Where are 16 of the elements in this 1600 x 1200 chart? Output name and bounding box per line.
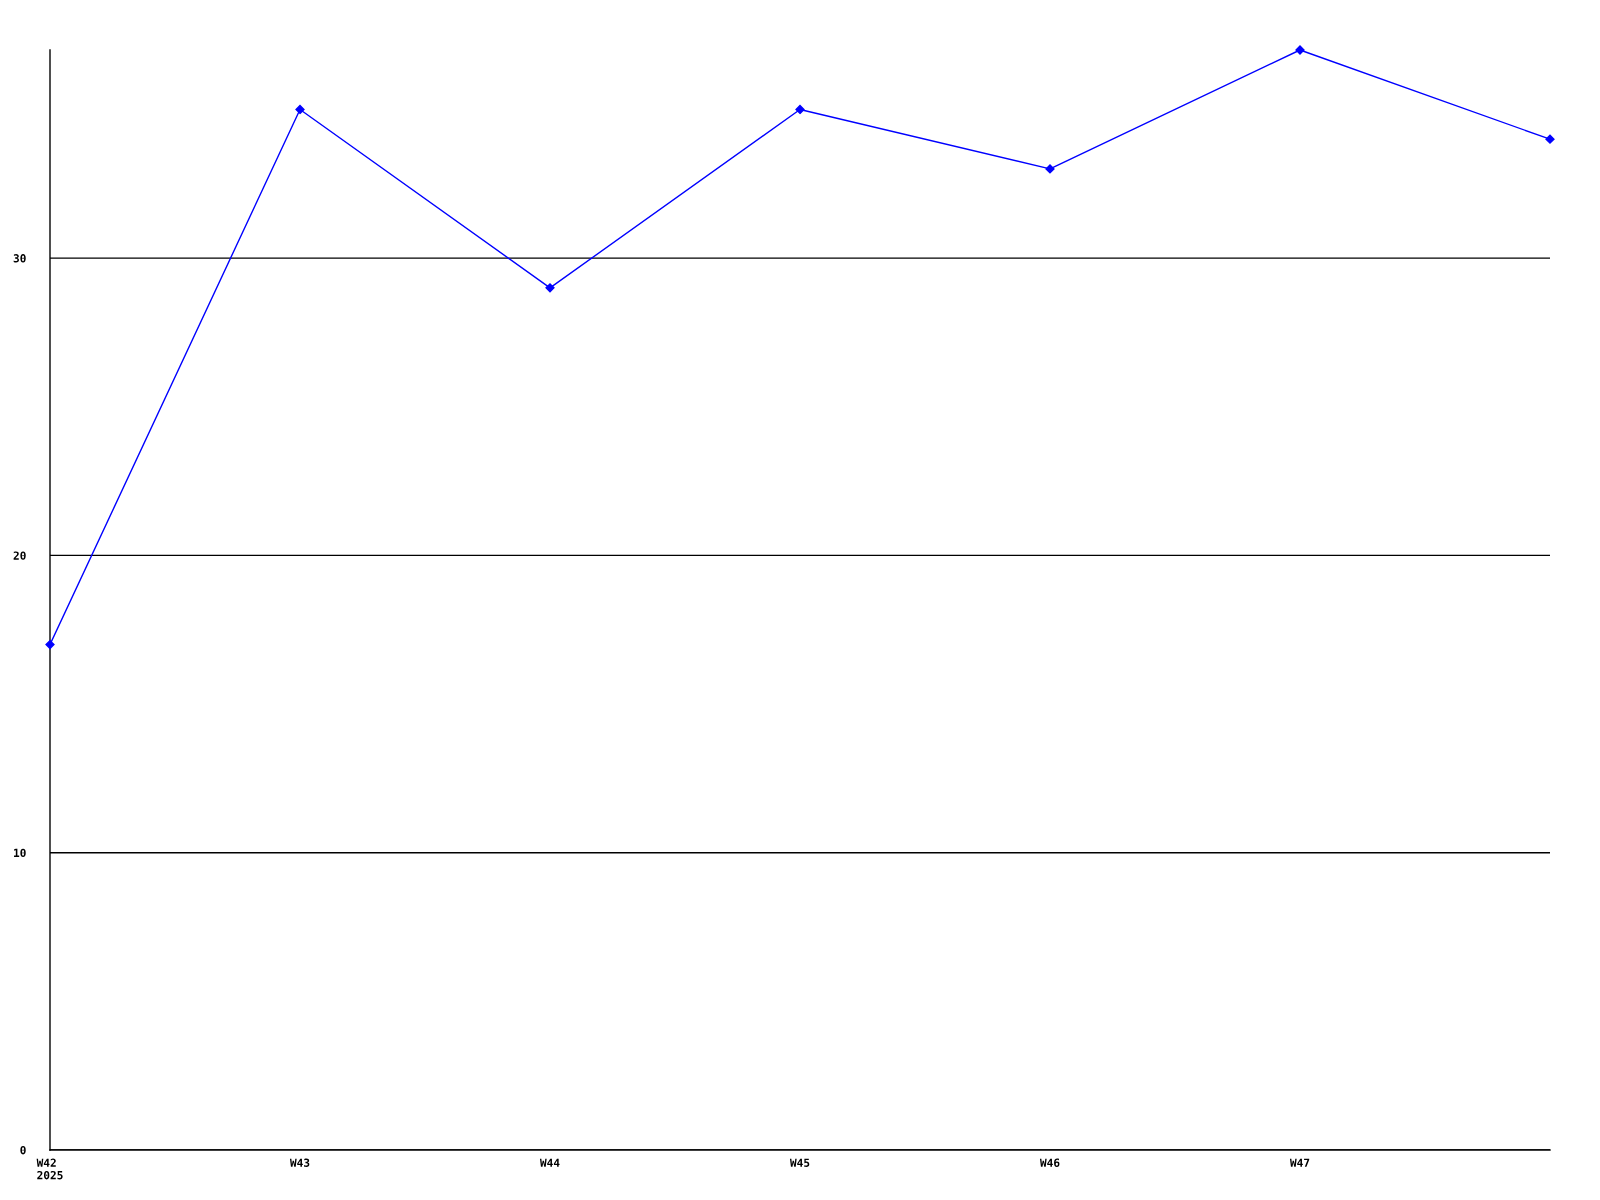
- x-tick-label: W45: [789, 1158, 810, 1167]
- x-tick-label: W44: [539, 1158, 560, 1167]
- x-tick-label: W46: [1039, 1158, 1060, 1167]
- point: [295, 104, 305, 115]
- point: [1045, 164, 1055, 174]
- y-tick-label: 20: [13, 551, 26, 560]
- x-tick-label: W47: [1289, 1158, 1310, 1167]
- y-tick-label: 30: [13, 254, 26, 263]
- point: [1545, 134, 1555, 144]
- point: [795, 104, 805, 115]
- y-tick-label: 10: [14, 848, 26, 858]
- point: [45, 639, 55, 650]
- x-tick-label: W43: [289, 1158, 310, 1167]
- x-tick-label: W42 2025: [36, 1158, 63, 1180]
- y-tick-label: 0: [20, 1145, 26, 1155]
- point: [545, 283, 555, 293]
